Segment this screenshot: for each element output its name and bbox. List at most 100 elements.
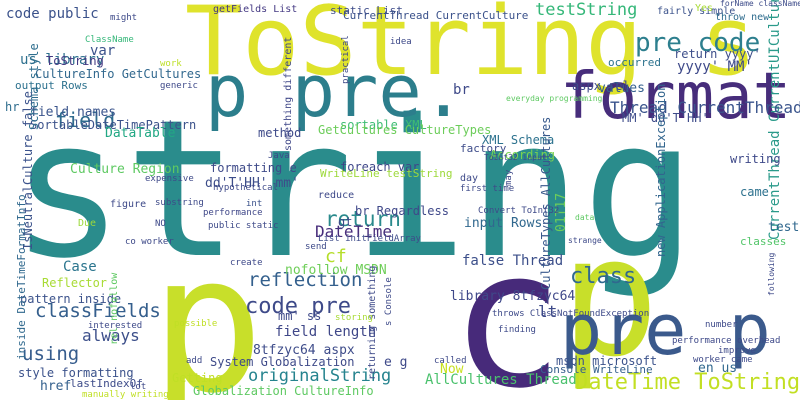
word-107: substring <box>155 198 204 208</box>
word-98: idea <box>390 37 412 47</box>
word-8: pre code <box>635 28 761 58</box>
word-20: using <box>22 343 80 365</box>
word-24: DateTime <box>315 222 393 241</box>
word-119: data <box>575 213 595 222</box>
word-110: Due <box>78 218 97 229</box>
word-109: figure <box>110 199 147 210</box>
word-64: href <box>40 379 72 394</box>
word-37: Culture Region <box>70 162 180 177</box>
word-91: might <box>110 13 138 23</box>
word-18: Thread CurrentThread <box>610 98 800 117</box>
word-40: foreach var <box>340 160 420 174</box>
word-115: List initFieldArray <box>318 234 421 244</box>
word-0: string <box>10 79 697 300</box>
word-87: something different <box>283 36 294 151</box>
word-108: expensive <box>145 174 194 184</box>
word-23: originalString <box>248 366 392 386</box>
word-104: public static <box>208 221 279 231</box>
word-92: fairly simple <box>657 6 736 17</box>
word-116: ToInt32 input <box>484 153 547 162</box>
word-77: en us <box>698 361 738 376</box>
word-128: throws ClassNotFoundException <box>492 309 650 319</box>
word-74: Console WriteLine <box>540 363 653 376</box>
word-42: sortable XML <box>340 118 427 132</box>
word-32: CultureInfo GetCultures <box>35 67 202 81</box>
word-11: code pre <box>245 294 351 319</box>
word-80: test <box>768 220 800 235</box>
word-89: CurrentThread CurrentCulture <box>343 9 529 22</box>
word-52: values <box>598 81 645 96</box>
word-60: System Globalization <box>210 355 355 369</box>
word-124: storing <box>335 313 373 323</box>
word-100: br <box>453 82 470 98</box>
word-68: library 8tfzyc64 <box>450 289 576 304</box>
word-111: NO <box>155 219 166 229</box>
word-101: generic <box>160 81 198 91</box>
word-56: Reflector <box>42 276 108 290</box>
word-129: performance overhead <box>672 336 781 346</box>
word-10: DateTime ToString <box>575 370 800 395</box>
word-66: inside DateTimeFormatInfo <box>15 194 28 360</box>
word-51: new ApplicationException <box>654 83 668 257</box>
word-63: lastIndexOf <box>70 377 143 390</box>
word-1: p <box>150 214 265 400</box>
word-7: format <box>560 60 792 134</box>
word-12: reflection <box>248 269 363 291</box>
word-130: improve <box>718 346 756 356</box>
word-99: practical <box>341 35 351 84</box>
word-102: Java <box>268 151 290 161</box>
word-121: strange <box>568 236 602 245</box>
word-93: throw new <box>715 12 770 23</box>
word-133: add <box>186 356 203 366</box>
word-38: formatting e <box>210 161 297 175</box>
word-120: Convert ToInt32 <box>478 206 560 216</box>
word-31: SortableDateTimePattern <box>30 118 197 132</box>
word-96: work <box>160 59 182 69</box>
word-69: false Thread <box>462 253 564 269</box>
word-46: br Regardless <box>355 204 449 218</box>
word-34: ToString <box>46 54 104 68</box>
word-132: called <box>434 356 467 366</box>
word-118: first time <box>460 184 515 194</box>
word-43: GetCultures CultureTypes <box>318 123 492 137</box>
word-134: lot <box>130 382 147 392</box>
word-67: AllCultures Thread <box>425 372 577 388</box>
word-138: may <box>504 169 514 186</box>
word-127: finding <box>498 325 536 335</box>
word-105: hypothetical <box>213 183 279 193</box>
word-25: yyyy' MM' <box>677 59 753 75</box>
word-113: reduce <box>318 190 355 201</box>
word-125: interested <box>88 321 143 331</box>
word-5: p pre. <box>205 49 466 133</box>
word-41: XML Schema <box>482 133 555 147</box>
word-106: int <box>246 199 263 209</box>
word-30: field names <box>30 105 117 120</box>
word-95: forName className <box>720 0 800 8</box>
word-13: classFields <box>35 300 161 322</box>
word-131: worker came <box>693 355 753 365</box>
word-71: mm' ss <box>278 309 322 323</box>
word-26: return yyyy' <box>674 47 761 61</box>
word-27: MM' dd'T'HH' <box>622 111 709 125</box>
word-135: possible <box>174 319 218 329</box>
word-28: code public <box>6 6 99 22</box>
word-22: var <box>90 43 116 59</box>
word-88: static List <box>330 4 403 17</box>
word-94: Yes <box>695 3 714 14</box>
word-73: msdn microsoft <box>556 354 658 368</box>
word-39: dd'T'HH' mm' <box>205 176 299 191</box>
word-90: getFields List <box>213 4 298 15</box>
word-122: create <box>230 258 263 268</box>
word-78: Now <box>440 362 464 377</box>
word-82: classes <box>740 235 787 248</box>
word-2: c <box>450 209 565 400</box>
word-79: came <box>740 185 769 199</box>
word-126: number <box>705 320 738 330</box>
word-53: aspx rel <box>572 79 630 93</box>
word-17: testString <box>535 0 638 20</box>
word-14: return <box>325 207 401 231</box>
word-61: Getting <box>172 371 223 385</box>
word-123: send <box>305 242 327 252</box>
word-84: hr <box>5 100 20 114</box>
